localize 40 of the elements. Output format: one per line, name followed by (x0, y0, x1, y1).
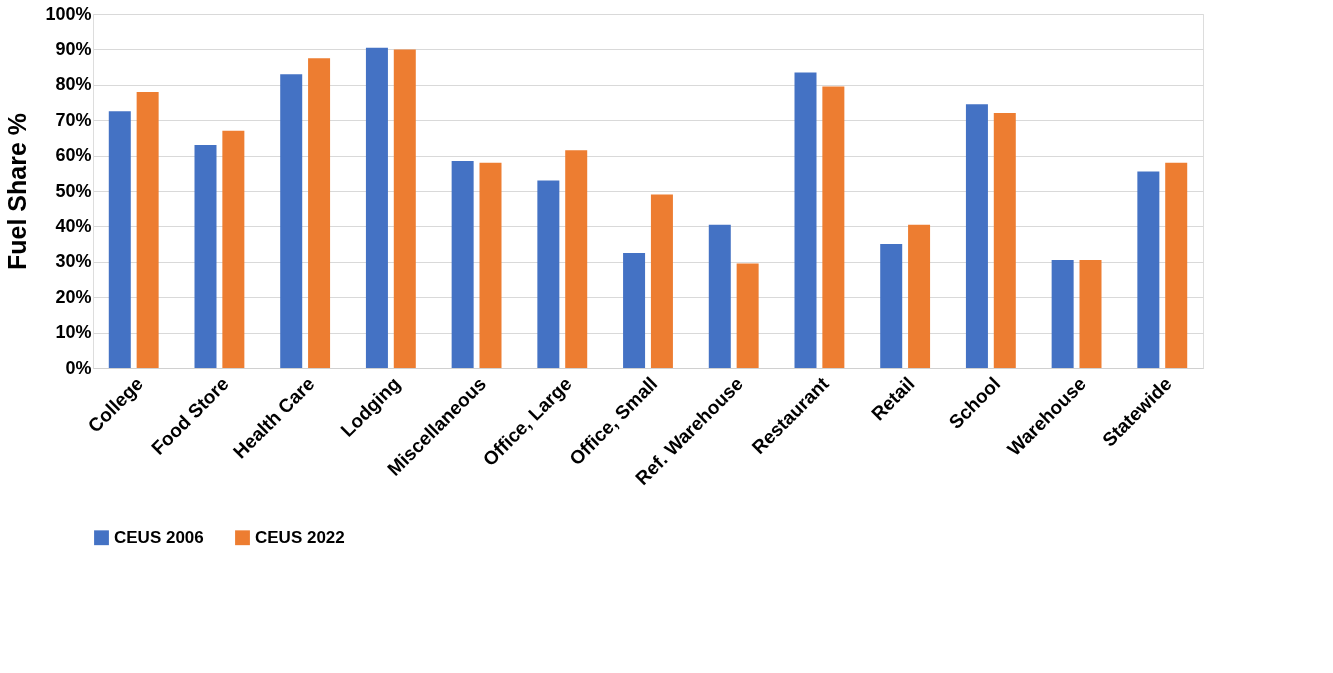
bar (280, 74, 303, 368)
bar (965, 104, 988, 368)
y-tick-label: 80% (55, 74, 92, 95)
bar (650, 194, 673, 368)
y-tick-label: 0% (65, 357, 92, 378)
bar (993, 113, 1016, 368)
bar (308, 58, 331, 368)
bar (222, 130, 245, 368)
y-tick-label: 20% (55, 286, 92, 307)
bar (194, 144, 217, 368)
bar (1137, 171, 1160, 368)
bar (736, 263, 759, 368)
bar (1079, 260, 1102, 368)
legend-label: CEUS 2022 (255, 527, 345, 547)
y-tick-label: 40% (55, 215, 92, 236)
y-axis-title: Fuel Share % (3, 113, 32, 270)
bar (565, 150, 588, 368)
bar (1165, 162, 1188, 368)
bar (908, 224, 931, 368)
y-tick-label: 50% (55, 180, 92, 201)
bar (822, 86, 845, 368)
y-tick-label: 70% (55, 109, 92, 130)
bar (108, 111, 131, 368)
bar (479, 162, 502, 368)
bar (880, 244, 903, 368)
bar (451, 160, 474, 368)
bar (623, 252, 646, 368)
y-tick-label: 30% (55, 251, 92, 272)
legend-label: CEUS 2006 (114, 527, 204, 547)
y-tick-label: 100% (45, 3, 92, 24)
bar (708, 224, 731, 368)
bar (537, 180, 560, 368)
bar (365, 47, 388, 368)
y-tick-label: 60% (55, 145, 92, 166)
y-tick-label: 90% (55, 38, 92, 59)
bar (136, 91, 159, 368)
bar (794, 72, 817, 368)
bar (393, 49, 416, 368)
y-tick-label: 10% (55, 322, 92, 343)
bar (1051, 260, 1074, 368)
